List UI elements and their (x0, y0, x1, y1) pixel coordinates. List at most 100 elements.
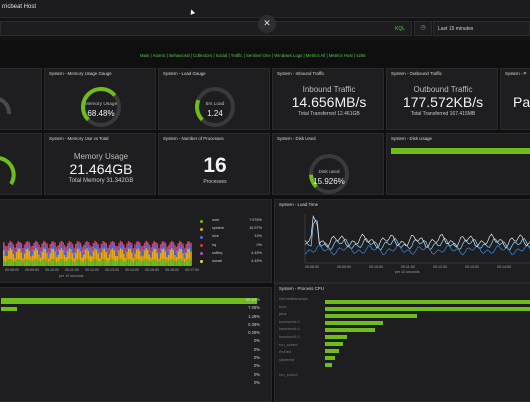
cpu-area-segment (185, 243, 187, 247)
panel-title: System - Process CPU (279, 286, 324, 291)
kql-toggle[interactable]: KQL (394, 26, 405, 32)
cpu-area-segment (14, 247, 16, 251)
cpu-area-segment (102, 243, 104, 246)
cpu-area-segment (142, 255, 144, 262)
cpu-area-segment (182, 245, 184, 249)
calendar-icon[interactable]: ◷ (414, 21, 432, 36)
cpu-area-segment (150, 250, 152, 254)
cpu-area-segment (131, 243, 133, 246)
cpu-area-segment (151, 251, 154, 261)
cpu-area-segment (60, 242, 63, 245)
cpu-area-segment (167, 251, 170, 255)
gauge-label: Memory Usage (84, 102, 118, 107)
process-percent: 7.08% (248, 305, 260, 311)
cpu-area-segment (63, 244, 66, 248)
cpu-area-segment (131, 245, 133, 248)
cpu-area-segment (44, 248, 47, 260)
cpu-area-segment (159, 247, 162, 251)
cpu-area-segment (158, 258, 160, 263)
time-picker[interactable]: Last 15 minutes (433, 21, 530, 36)
cpu-area-segment (35, 248, 37, 260)
cpu-area-segment (113, 260, 115, 266)
cpu-area-segment (89, 245, 91, 248)
process-cpu-bar (325, 342, 343, 346)
gauge-label: Disk used (318, 170, 340, 175)
cpu-area-segment (12, 261, 15, 266)
cpu-area-segment (6, 246, 8, 250)
cpu-area-segment (35, 242, 37, 245)
x-axis-label: per 10 seconds (59, 274, 84, 278)
cpu-area-segment (81, 247, 83, 250)
cpu-area-segment (63, 254, 66, 262)
cpu-area-segment (172, 259, 175, 266)
cpu-area-segment (33, 250, 35, 260)
cpu-area-segment (70, 244, 72, 249)
cpu-area-segment (6, 249, 8, 253)
search-input[interactable]: KQL (0, 21, 412, 36)
cpu-area-segment (67, 259, 69, 266)
cpu-area-segment (41, 260, 43, 266)
cpu-area-segment (65, 246, 67, 250)
cpu-area-segment (182, 243, 184, 246)
cpu-area-segment (71, 253, 74, 262)
cpu-area-segment (43, 248, 45, 260)
cpu-area-segment (39, 250, 42, 254)
cpu-area-segment (43, 245, 45, 249)
cpu-area-segment (39, 253, 42, 258)
cpu-area-segment (57, 254, 59, 262)
x-tick-label: 00:09:00 (337, 265, 351, 269)
cpu-area-segment (30, 262, 32, 266)
cpu-area-segment (99, 262, 101, 266)
cpu-area-segment (12, 246, 15, 249)
cpu-area-segment (135, 244, 138, 247)
cpu-legend: user 7.976% system 16.97% nice 14% irq 0% softir… (200, 218, 262, 267)
cpu-area-segment (38, 261, 40, 266)
app-title: rricbeat Host (2, 4, 37, 10)
x-tick-label: 00:14:00 (497, 265, 511, 269)
cpu-area-segment (137, 248, 139, 260)
cpu-area-segment (97, 261, 99, 266)
legend-swatch (200, 260, 203, 264)
cpu-area-segment (124, 253, 127, 258)
cpu-area-segment (185, 260, 187, 266)
close-icon[interactable]: ✕ (258, 15, 276, 33)
cpu-area-segment (3, 243, 5, 246)
cpu-area-segment (71, 261, 74, 266)
cpu-area-segment (35, 259, 37, 266)
cpu-area-segment (148, 254, 151, 262)
cpu-area-segment (22, 258, 24, 263)
cpu-area-segment (59, 259, 61, 266)
cpu-area-segment (79, 246, 82, 252)
cpu-area-segment (187, 241, 189, 244)
cpu-area-segment (105, 244, 107, 247)
cpu-area-segment (28, 250, 31, 261)
cpu-area-segment (14, 262, 16, 266)
cpu-area-segment (22, 262, 24, 266)
cpu-area-segment (9, 240, 11, 243)
cpu-area-segment (33, 248, 35, 251)
metric-label: Processes (203, 179, 227, 185)
cpu-area-segment (23, 260, 26, 266)
cpu-area-segment (151, 243, 154, 247)
memory-gauge-arc (81, 87, 117, 122)
process-name (279, 364, 308, 372)
cpu-area-segment (100, 249, 103, 253)
cpu-area-segment (23, 250, 26, 254)
cpu-area-segment (155, 244, 157, 249)
legend-value: 16.97% (249, 226, 262, 231)
cpu-area-segment (115, 251, 117, 256)
dashboard-nav-links[interactable]: Main | Atomic | Behavioral | Collectors … (140, 53, 366, 58)
cpu-area-segment (131, 247, 133, 253)
process-name: rcu_sched (279, 371, 298, 377)
panel-disk-used: System - Disk Used Disk used 15.926% (272, 133, 384, 195)
cpu-area-segment (92, 248, 95, 251)
cpu-area-segment (38, 249, 40, 255)
cpu-area-segment (155, 243, 157, 245)
cpu-area-segment (78, 259, 80, 266)
cpu-area-segment (153, 240, 155, 243)
cpu-area-segment (99, 254, 101, 259)
process-name: kworker/d:2 (279, 318, 300, 324)
cpu-area-segment (100, 260, 103, 266)
cpu-area-segment (126, 251, 128, 261)
x-tick-label: 00:13:00 (465, 265, 479, 269)
